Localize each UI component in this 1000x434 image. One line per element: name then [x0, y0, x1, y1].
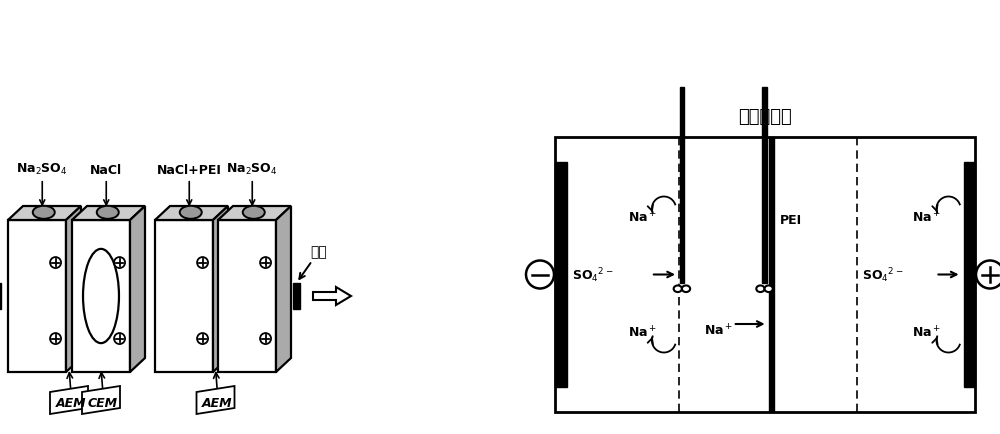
- Text: NaCl: NaCl: [90, 164, 122, 205]
- Text: 阴极: 阴极: [0, 433, 1, 434]
- Polygon shape: [218, 207, 291, 220]
- Bar: [293, 283, 300, 309]
- Ellipse shape: [180, 206, 202, 219]
- Polygon shape: [72, 207, 145, 220]
- Ellipse shape: [97, 206, 119, 219]
- Text: 电动搨拌棒: 电动搨拌棒: [738, 108, 792, 126]
- Circle shape: [114, 257, 125, 269]
- Bar: [555, 162, 566, 388]
- Circle shape: [526, 261, 554, 289]
- Text: SO$_4$$^{2-}$: SO$_4$$^{2-}$: [572, 266, 614, 284]
- Circle shape: [50, 257, 61, 269]
- Bar: [680, 88, 684, 283]
- Text: NaCl+PEI: NaCl+PEI: [157, 164, 222, 205]
- Text: Na$^+$: Na$^+$: [628, 210, 657, 225]
- Polygon shape: [213, 207, 228, 372]
- Bar: [0, 283, 1, 309]
- Polygon shape: [218, 220, 276, 372]
- Polygon shape: [130, 207, 145, 372]
- Ellipse shape: [674, 286, 682, 293]
- Bar: [762, 88, 767, 283]
- Ellipse shape: [756, 286, 765, 293]
- Polygon shape: [8, 207, 81, 220]
- Polygon shape: [155, 220, 213, 372]
- Bar: [769, 138, 774, 412]
- Text: PEI: PEI: [780, 214, 802, 227]
- Circle shape: [260, 257, 271, 269]
- Circle shape: [50, 333, 61, 344]
- Text: Na$_2$SO$_4$: Na$_2$SO$_4$: [226, 161, 278, 205]
- Circle shape: [197, 257, 208, 269]
- Bar: [964, 162, 975, 388]
- Text: AEM: AEM: [202, 397, 233, 410]
- Circle shape: [260, 333, 271, 344]
- Text: Na$^+$: Na$^+$: [912, 210, 942, 225]
- Polygon shape: [276, 207, 291, 372]
- Circle shape: [197, 333, 208, 344]
- Ellipse shape: [33, 206, 55, 219]
- Text: 阳极: 阳极: [299, 244, 327, 279]
- Ellipse shape: [765, 286, 773, 293]
- Ellipse shape: [682, 286, 690, 293]
- Polygon shape: [66, 207, 81, 372]
- Polygon shape: [197, 386, 235, 414]
- Polygon shape: [155, 207, 228, 220]
- Polygon shape: [72, 220, 130, 372]
- Polygon shape: [8, 220, 66, 372]
- Bar: [555, 138, 975, 412]
- Text: Na$^+$: Na$^+$: [704, 322, 733, 337]
- Circle shape: [976, 261, 1000, 289]
- Ellipse shape: [83, 249, 119, 343]
- Polygon shape: [82, 386, 120, 414]
- Text: Na$_2$SO$_4$: Na$_2$SO$_4$: [16, 161, 68, 205]
- Text: CEM: CEM: [88, 397, 118, 410]
- Ellipse shape: [243, 206, 265, 219]
- Text: AEM: AEM: [55, 397, 86, 410]
- Text: Na$^+$: Na$^+$: [912, 325, 942, 340]
- Polygon shape: [50, 386, 88, 414]
- Text: SO$_4$$^{2-}$: SO$_4$$^{2-}$: [862, 266, 904, 284]
- Polygon shape: [313, 287, 351, 305]
- Circle shape: [114, 333, 125, 344]
- Text: Na$^+$: Na$^+$: [628, 325, 657, 340]
